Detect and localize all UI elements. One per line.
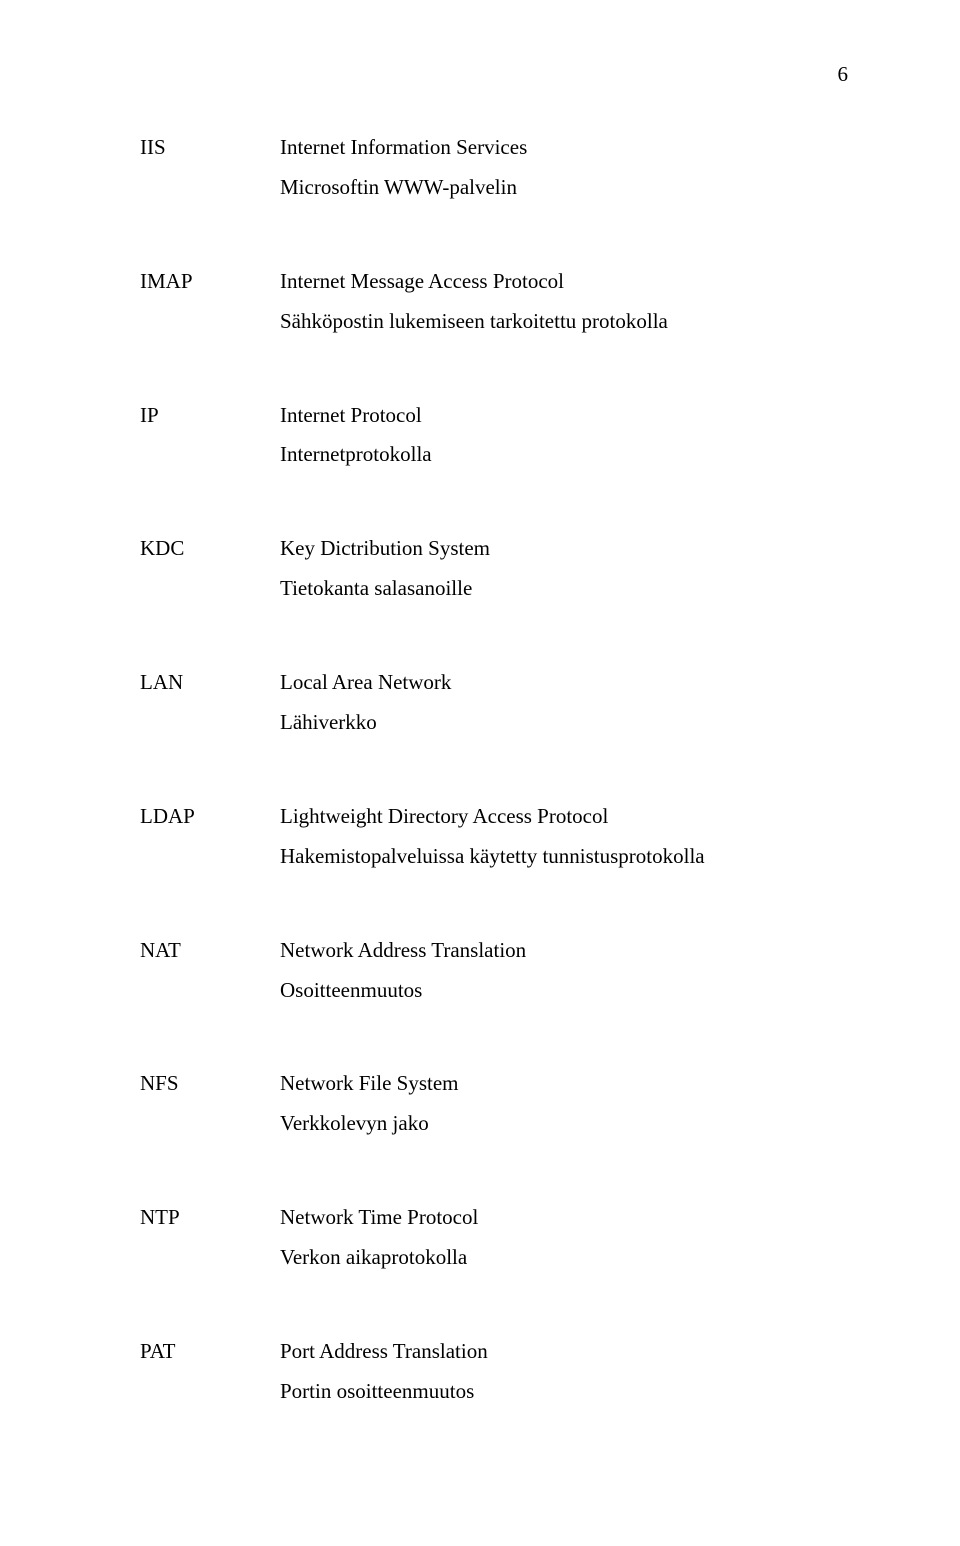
entry-line-2: Verkkolevyn jako [280,1104,850,1144]
glossary-entry: PAT Port Address Translation Portin osoi… [140,1332,850,1412]
entry-definition: Network Address Translation Osoitteenmuu… [280,931,850,1011]
entry-line-2: Verkon aikaprotokolla [280,1238,850,1278]
entry-definition: Network Time Protocol Verkon aikaprotoko… [280,1198,850,1278]
entry-line-1: Network Time Protocol [280,1198,850,1238]
entry-line-1: Network File System [280,1064,850,1104]
entry-line-1: Network Address Translation [280,931,850,971]
entry-definition: Internet Protocol Internetprotokolla [280,396,850,476]
entry-line-2: Microsoftin WWW-palvelin [280,168,850,208]
glossary-entry: IP Internet Protocol Internetprotokolla [140,396,850,476]
entry-abbr: NFS [140,1064,280,1104]
glossary-entry: NFS Network File System Verkkolevyn jako [140,1064,850,1144]
entry-line-2: Internetprotokolla [280,435,850,475]
entry-line-2: Portin osoitteenmuutos [280,1372,850,1412]
entry-definition: Local Area Network Lähiverkko [280,663,850,743]
entry-line-1: Internet Protocol [280,396,850,436]
glossary-entry: NAT Network Address Translation Osoittee… [140,931,850,1011]
glossary-entry: NTP Network Time Protocol Verkon aikapro… [140,1198,850,1278]
glossary-entry: KDC Key Dictribution System Tietokanta s… [140,529,850,609]
entry-definition: Internet Message Access Protocol Sähköpo… [280,262,850,342]
document-page: 6 IIS Internet Information Services Micr… [0,0,960,1546]
glossary-entry: LAN Local Area Network Lähiverkko [140,663,850,743]
glossary-entry: LDAP Lightweight Directory Access Protoc… [140,797,850,877]
entry-abbr: IMAP [140,262,280,302]
entry-line-1: Lightweight Directory Access Protocol [280,797,850,837]
entry-line-2: Tietokanta salasanoille [280,569,850,609]
entry-abbr: LDAP [140,797,280,837]
entry-line-2: Lähiverkko [280,703,850,743]
entry-line-1: Port Address Translation [280,1332,850,1372]
entry-abbr: PAT [140,1332,280,1372]
entry-definition: Key Dictribution System Tietokanta salas… [280,529,850,609]
entry-definition: Port Address Translation Portin osoittee… [280,1332,850,1412]
entry-abbr: NTP [140,1198,280,1238]
entry-line-1: Internet Information Services [280,128,850,168]
entry-abbr: IP [140,396,280,436]
entry-abbr: NAT [140,931,280,971]
entry-definition: Internet Information Services Microsofti… [280,128,850,208]
entry-line-2: Sähköpostin lukemiseen tarkoitettu proto… [280,302,850,342]
entry-definition: Network File System Verkkolevyn jako [280,1064,850,1144]
entry-definition: Lightweight Directory Access Protocol Ha… [280,797,850,877]
entry-line-2: Osoitteenmuutos [280,971,850,1011]
glossary-entry: IMAP Internet Message Access Protocol Sä… [140,262,850,342]
entry-line-1: Internet Message Access Protocol [280,262,850,302]
entry-line-1: Key Dictribution System [280,529,850,569]
glossary-entry: IIS Internet Information Services Micros… [140,128,850,208]
entry-line-2: Hakemistopalveluissa käytetty tunnistusp… [280,837,850,877]
entry-abbr: LAN [140,663,280,703]
entry-line-1: Local Area Network [280,663,850,703]
entry-abbr: KDC [140,529,280,569]
entry-abbr: IIS [140,128,280,168]
page-number: 6 [838,62,849,87]
